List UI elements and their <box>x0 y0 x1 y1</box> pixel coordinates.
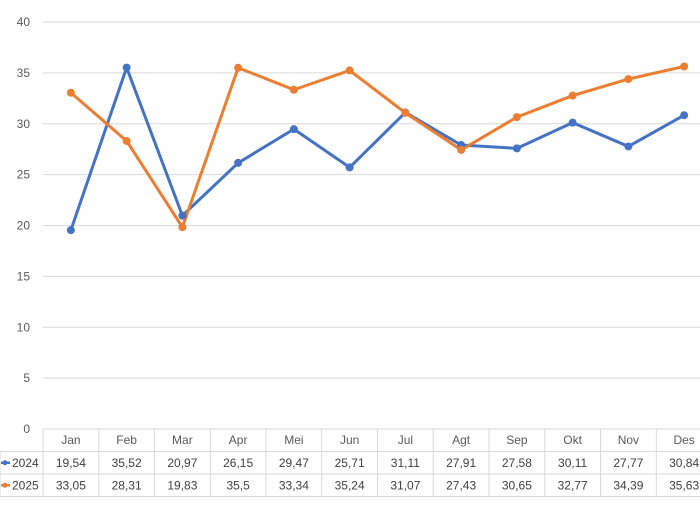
data-point-2025 <box>512 113 521 122</box>
data-point-2025 <box>345 66 354 75</box>
data-table-cell: 35,63 <box>669 478 699 492</box>
data-table-cell: 35,52 <box>112 456 142 470</box>
data-table-cell: 25,71 <box>335 456 365 470</box>
data-point-2025 <box>457 145 466 154</box>
data-table-cell: 28,31 <box>112 478 142 492</box>
y-tick-label: 30 <box>17 117 31 131</box>
data-point-2024 <box>289 125 298 134</box>
y-tick-label: 5 <box>23 371 30 385</box>
data-point-2024 <box>345 163 354 172</box>
data-point-2025 <box>122 136 131 145</box>
data-point-2025 <box>66 88 75 97</box>
series-line-2024 <box>69 66 686 232</box>
data-point-2024 <box>178 211 187 220</box>
x-category-label: Jun <box>340 433 359 447</box>
data-point-2024 <box>512 144 521 153</box>
data-table-cell: 27,77 <box>613 456 643 470</box>
data-point-2024 <box>624 142 633 151</box>
data-table-cell: 19,54 <box>56 456 86 470</box>
x-category-label: Nov <box>618 433 639 447</box>
data-table-cell: 19,83 <box>167 478 197 492</box>
legend-label: 2025 <box>12 478 39 492</box>
data-table-cell: 35,5 <box>226 478 250 492</box>
data-table-cell: 35,24 <box>335 478 365 492</box>
data-table-cell: 20,97 <box>167 456 197 470</box>
data-table-cell: 27,43 <box>446 478 476 492</box>
data-table-cell: 31,07 <box>390 478 420 492</box>
data-table-cell: 34,39 <box>613 478 643 492</box>
y-tick-label: 0 <box>23 422 30 436</box>
y-tick-label: 20 <box>17 219 31 233</box>
data-table-cell: 27,91 <box>446 456 476 470</box>
data-point-2024 <box>66 226 75 235</box>
data-point-2025 <box>289 85 298 94</box>
x-category-label: Jan <box>61 433 80 447</box>
x-category-label: Mar <box>172 433 193 447</box>
data-table-cell: 30,65 <box>502 478 532 492</box>
data-point-2024 <box>234 158 243 167</box>
data-point-2025 <box>401 108 410 117</box>
x-category-label: Apr <box>229 433 248 447</box>
x-category-label: Agt <box>452 433 471 447</box>
data-table-cell: 26,15 <box>223 456 253 470</box>
legend-label: 2024 <box>12 456 39 470</box>
y-tick-label: 25 <box>17 168 31 182</box>
x-category-label: Mei <box>284 433 303 447</box>
data-table-cell: 31,11 <box>391 456 420 470</box>
data-table-cell: 27,58 <box>502 456 532 470</box>
data-point-2025 <box>624 75 633 84</box>
x-category-label: Jul <box>398 433 413 447</box>
data-table-cell: 33,05 <box>56 478 86 492</box>
y-tick-label: 15 <box>17 269 31 283</box>
data-table-cell: 30,84 <box>669 456 699 470</box>
y-tick-label: 40 <box>17 15 31 29</box>
x-category-label: Sep <box>506 433 528 447</box>
data-point-2025 <box>680 62 689 71</box>
data-point-2025 <box>178 223 187 232</box>
data-table-cell: 32,77 <box>558 478 588 492</box>
series-line-2025 <box>69 64 686 229</box>
data-point-2024 <box>680 111 689 120</box>
x-category-label: Des <box>673 433 694 447</box>
data-point-2025 <box>568 91 577 100</box>
legend-key-marker <box>2 482 8 488</box>
y-tick-label: 35 <box>17 66 31 80</box>
data-point-2025 <box>234 63 243 72</box>
y-tick-label: 10 <box>17 320 31 334</box>
data-table-cell: 33,34 <box>279 478 309 492</box>
data-table-cell: 29,47 <box>279 456 309 470</box>
data-table-cell: 30,11 <box>558 456 587 470</box>
x-category-label: Feb <box>116 433 137 447</box>
x-category-label: Okt <box>563 433 582 447</box>
legend-key-marker <box>2 460 8 466</box>
data-point-2024 <box>568 118 577 127</box>
data-point-2024 <box>122 63 131 72</box>
